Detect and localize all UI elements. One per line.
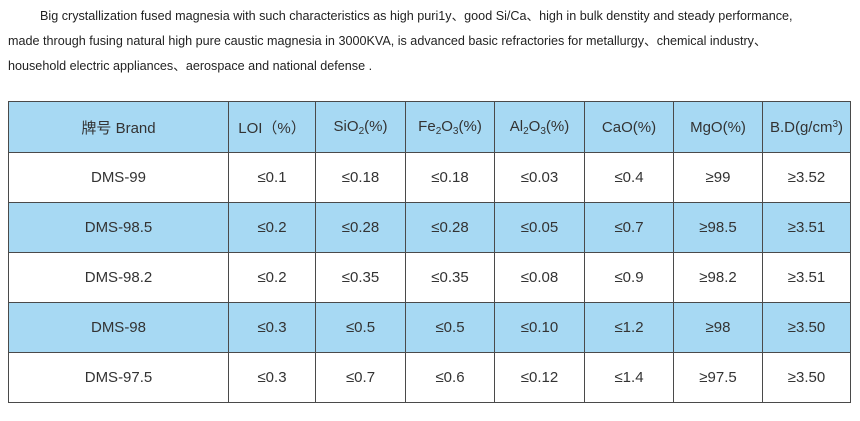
header-fe2o3-c: (%) [458,117,482,135]
table-row: DMS-99 ≤0.1 ≤0.18 ≤0.18 ≤0.03 ≤0.4 ≥99 ≥… [8,152,851,203]
table-row: DMS-97.5 ≤0.3 ≤0.7 ≤0.6 ≤0.12 ≤1.4 ≥97.5… [8,352,851,403]
header-al2o3: Al2O3(%) [494,101,585,153]
cell-cao: ≤0.9 [584,252,674,303]
cell-brand: DMS-99 [8,152,229,203]
header-bd-sup: 3 [832,118,839,130]
table-row: DMS-98.5 ≤0.2 ≤0.28 ≤0.28 ≤0.05 ≤0.7 ≥98… [8,202,851,253]
cell-brand: DMS-98.2 [8,252,229,303]
cell-mgo: ≥99 [673,152,763,203]
cell-sio2: ≤0.18 [315,152,406,203]
header-loi: LOI（%） [228,101,316,153]
header-fe2o3: Fe2O3(%) [405,101,495,153]
cell-bd: ≥3.50 [762,302,851,353]
header-brand: 牌号 Brand [8,101,229,153]
header-sio2-b: (%) [364,117,388,135]
header-al2o3-b: O [528,117,541,135]
header-sio2: SiO2(%) [315,101,406,153]
header-al2o3-c: (%) [545,117,570,135]
cell-al2o3: ≤0.03 [494,152,585,203]
header-cao: CaO(%) [584,101,674,153]
cell-loi: ≤0.3 [228,352,316,403]
cell-brand: DMS-98.5 [8,202,229,253]
cell-loi: ≤0.1 [228,152,316,203]
header-al2o3-sub2: 3 [540,125,546,137]
cell-bd: ≥3.51 [762,252,851,303]
cell-bd: ≥3.52 [762,152,851,203]
cell-cao: ≤1.2 [584,302,674,353]
table-row: DMS-98.2 ≤0.2 ≤0.35 ≤0.35 ≤0.08 ≤0.9 ≥98… [8,252,851,303]
header-fe2o3-a: Fe [418,117,436,135]
cell-sio2: ≤0.7 [315,352,406,403]
cell-loi: ≤0.3 [228,302,316,353]
cell-fe2o3: ≤0.5 [405,302,495,353]
cell-bd: ≥3.50 [762,352,851,403]
header-bd-b: ) [838,118,844,136]
header-fe2o3-b: O [441,117,453,135]
cell-bd: ≥3.51 [762,202,851,253]
cell-fe2o3: ≤0.28 [405,202,495,253]
cell-brand: DMS-97.5 [8,352,229,403]
header-fe2o3-sub1: 2 [435,125,442,137]
header-fe2o3-sub2: 3 [452,125,459,137]
cell-mgo: ≥97.5 [673,352,763,403]
header-bd-a: B.D(g/cm [769,118,833,136]
cell-fe2o3: ≤0.6 [405,352,495,403]
cell-loi: ≤0.2 [228,252,316,303]
header-mgo: MgO(%) [673,101,763,153]
cell-mgo: ≥98.5 [673,202,763,253]
cell-fe2o3: ≤0.18 [405,152,495,203]
cell-cao: ≤0.7 [584,202,674,253]
header-sio2-sub: 2 [358,125,365,137]
header-al2o3-sub1: 2 [523,125,529,137]
cell-mgo: ≥98.2 [673,252,763,303]
cell-al2o3: ≤0.08 [494,252,585,303]
intro-line-3: household electric appliances、aerospace … [8,59,373,73]
cell-sio2: ≤0.35 [315,252,406,303]
header-brand-en: Brand [115,119,156,137]
cell-sio2: ≤0.5 [315,302,406,353]
cell-al2o3: ≤0.05 [494,202,585,253]
header-bd: B.D(g/cm3) [762,101,851,153]
cell-loi: ≤0.2 [228,202,316,253]
cell-mgo: ≥98 [673,302,763,353]
specification-table: 牌号 Brand LOI（%） SiO2(%) Fe2O3(%) Al2O3(%… [8,101,851,403]
cell-cao: ≤1.4 [584,352,674,403]
cell-cao: ≤0.4 [584,152,674,203]
header-row: 牌号 Brand LOI（%） SiO2(%) Fe2O3(%) Al2O3(%… [8,101,851,153]
header-sio2-a: SiO [333,117,359,135]
intro-line-1: Big crystallization fused magnesia with … [40,9,793,23]
cell-al2o3: ≤0.10 [494,302,585,353]
intro-paragraph: Big crystallization fused magnesia with … [8,4,848,79]
cell-brand: DMS-98 [8,302,229,353]
cell-fe2o3: ≤0.35 [405,252,495,303]
header-brand-cn: 牌号 [81,118,112,137]
intro-line-2: made through fusing natural high pure ca… [8,34,767,48]
cell-sio2: ≤0.28 [315,202,406,253]
table-row: DMS-98 ≤0.3 ≤0.5 ≤0.5 ≤0.10 ≤1.2 ≥98 ≥3.… [8,302,851,353]
cell-al2o3: ≤0.12 [494,352,585,403]
header-al2o3-a: Al [509,117,524,135]
